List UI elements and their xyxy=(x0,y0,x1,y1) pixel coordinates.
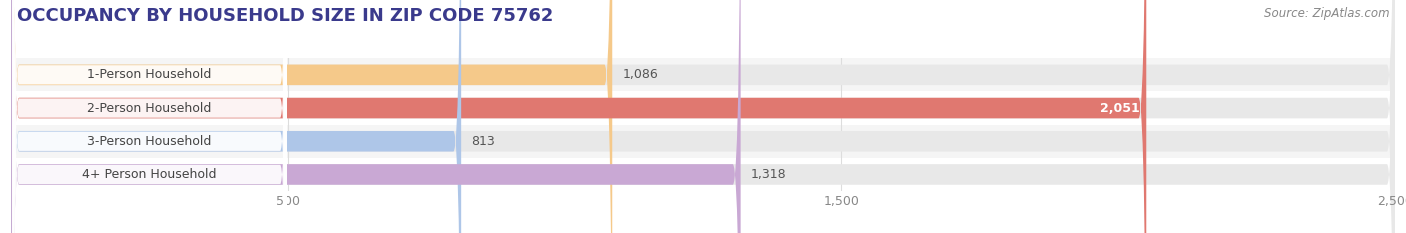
FancyBboxPatch shape xyxy=(11,0,1395,233)
Text: 1,086: 1,086 xyxy=(623,68,658,81)
Text: 3-Person Household: 3-Person Household xyxy=(87,135,212,148)
FancyBboxPatch shape xyxy=(11,158,1395,191)
FancyBboxPatch shape xyxy=(11,125,1395,158)
FancyBboxPatch shape xyxy=(13,0,287,233)
Text: 4+ Person Household: 4+ Person Household xyxy=(83,168,217,181)
FancyBboxPatch shape xyxy=(11,0,741,233)
Text: 2-Person Household: 2-Person Household xyxy=(87,102,212,115)
Text: 2,051: 2,051 xyxy=(1099,102,1140,115)
FancyBboxPatch shape xyxy=(11,0,1146,233)
Text: 813: 813 xyxy=(471,135,495,148)
FancyBboxPatch shape xyxy=(11,0,1395,233)
FancyBboxPatch shape xyxy=(13,0,287,233)
Text: Source: ZipAtlas.com: Source: ZipAtlas.com xyxy=(1264,7,1389,20)
Text: 1,318: 1,318 xyxy=(751,168,786,181)
FancyBboxPatch shape xyxy=(11,0,461,233)
FancyBboxPatch shape xyxy=(11,92,1395,125)
FancyBboxPatch shape xyxy=(13,0,287,233)
FancyBboxPatch shape xyxy=(11,0,1395,233)
FancyBboxPatch shape xyxy=(11,58,1395,92)
FancyBboxPatch shape xyxy=(11,0,612,233)
FancyBboxPatch shape xyxy=(11,0,1395,233)
Text: OCCUPANCY BY HOUSEHOLD SIZE IN ZIP CODE 75762: OCCUPANCY BY HOUSEHOLD SIZE IN ZIP CODE … xyxy=(17,7,553,25)
FancyBboxPatch shape xyxy=(13,0,287,233)
Text: 1-Person Household: 1-Person Household xyxy=(87,68,212,81)
